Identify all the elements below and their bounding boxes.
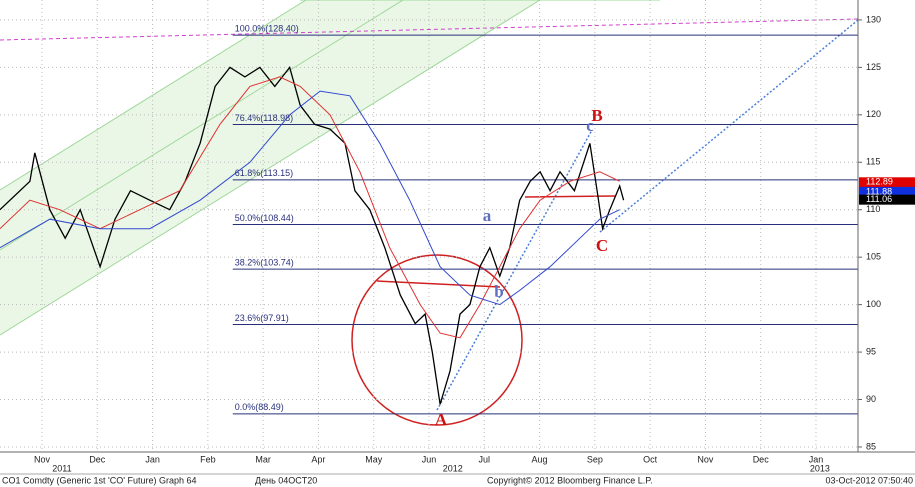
last-value-label: 111.06 [866, 194, 892, 204]
last-value-label: 111.88 [866, 186, 892, 196]
trend-line [436, 129, 593, 411]
x-tick-label: Jan [809, 454, 824, 464]
y-tick-label: 90 [866, 394, 876, 404]
fib-label: 76.4%(118.98) [235, 113, 293, 123]
plot [0, 0, 858, 452]
x-tick-label: Dec [89, 454, 106, 464]
x-tick-label: Nov [34, 454, 51, 464]
x-tick-label: Dec [753, 454, 770, 464]
x-tick-label: May [365, 454, 383, 464]
y-tick-label: 105 [866, 252, 881, 262]
year-label: 2011 [52, 463, 71, 473]
x-tick-label: Apr [311, 454, 325, 464]
fib-label: 100.0%(128.40) [235, 23, 299, 33]
x-tick-label: Mar [255, 454, 271, 464]
year-label: 2012 [443, 463, 463, 473]
fib-label: 50.0%(108.44) [235, 213, 294, 223]
wave-label: B [591, 106, 602, 125]
footer-security: CO1 Comdty (Generic 1st 'CO' Future) Gra… [2, 475, 197, 485]
trend-line [0, 18, 859, 41]
series-line [0, 76, 620, 339]
x-tick-label: Aug [532, 454, 548, 464]
x-tick-label: Jul [479, 454, 491, 464]
y-tick-label: 115 [866, 157, 880, 167]
channel-line [0, 0, 541, 336]
y-tick-label: 120 [866, 109, 881, 119]
wave-label: c [586, 116, 594, 135]
y-tick-label: 85 [866, 441, 876, 451]
y-tick-label: 95 [866, 346, 876, 356]
x-tick-label: Sep [587, 454, 603, 464]
y-tick-label: 125 [866, 62, 881, 72]
channel-line [0, 0, 404, 251]
y-tick-label: 110 [866, 204, 880, 214]
wave-label: b [494, 282, 503, 301]
x-tick-label: Oct [643, 454, 658, 464]
decor [0, 0, 859, 426]
wave-label: A [435, 410, 448, 429]
footer-period: День 04OCT20 [255, 475, 317, 485]
x-tick-label: Feb [200, 454, 216, 464]
footer-copyright: Copyright© 2012 Bloomberg Finance L.P. [487, 475, 653, 485]
x-tick-label: Nov [697, 454, 714, 464]
fib-label: 0.0%(88.49) [235, 402, 284, 412]
x-tick-label: Jun [422, 454, 437, 464]
year-label: 2013 [810, 463, 830, 473]
channel-line [0, 0, 307, 191]
circle [351, 254, 523, 426]
fib-label: 61.8%(113.15) [235, 168, 293, 178]
series-line [0, 90, 620, 306]
x-tick-label: Jan [145, 454, 160, 464]
last-value-badge [859, 194, 915, 205]
neckline [376, 280, 501, 288]
last-value-badge [859, 186, 915, 197]
last-value-label: 112.89 [866, 177, 893, 187]
wave-label: a [483, 206, 492, 225]
footer-timestamp: 03-Oct-2012 07:50:40 [825, 475, 913, 485]
last-value-badge [859, 177, 915, 188]
fib-label: 23.6%(97.91) [235, 313, 289, 323]
fib-label: 38.2%(103.74) [235, 258, 294, 268]
wave-label: C [596, 236, 608, 255]
y-tick-label: 100 [866, 299, 881, 309]
y-tick-label: 130 [866, 14, 881, 24]
neckline [524, 195, 616, 198]
series-line [0, 65, 625, 405]
trend-line [599, 19, 859, 233]
